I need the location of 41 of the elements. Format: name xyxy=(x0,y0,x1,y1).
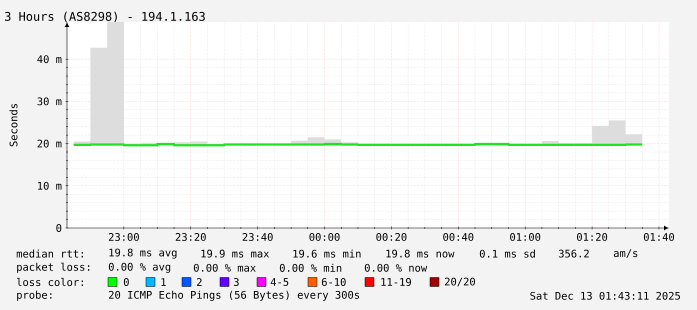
text: am/s xyxy=(614,249,638,258)
x-tick-label: 00:20 xyxy=(376,233,406,241)
text: 0.00 % now xyxy=(364,264,428,272)
x-tick-label: 01:20 xyxy=(577,233,608,241)
text: 356.2 xyxy=(558,250,589,258)
x-tick-label: 23:00 xyxy=(108,233,139,241)
x-tick-label: 23:40 xyxy=(242,233,273,241)
text: 0.00 % avg xyxy=(108,262,170,273)
y-tick-label: 10 m xyxy=(38,182,62,190)
text: median rtt: xyxy=(16,250,83,258)
x-tick-label: 00:40 xyxy=(443,233,474,241)
y-tick-label: 30 m xyxy=(37,97,62,106)
text: 0.1 ms sd xyxy=(480,250,535,258)
text: packet loss: xyxy=(17,262,90,273)
text: 6-10 xyxy=(322,278,346,286)
text: 0.00 % min xyxy=(280,264,342,272)
chart-title: 3 Hours (AS8298) - 194.1.163 xyxy=(4,12,205,22)
y-tick-label: 20 m xyxy=(38,140,62,148)
x-tick-label: 00:00 xyxy=(309,233,340,241)
text: 20 ICMP Echo Pings (56 Bytes) every 300s xyxy=(108,290,360,301)
text: 19.8 ms avg xyxy=(109,248,176,259)
y-axis-title: Seconds xyxy=(9,104,18,146)
text: 19.9 ms max xyxy=(201,250,270,258)
text: loss color: xyxy=(17,278,83,286)
text: 19.6 ms min xyxy=(293,250,361,258)
text: 11-19 xyxy=(381,278,411,286)
y-tick-label: 40 m xyxy=(37,55,62,64)
text: 19.8 ms now xyxy=(386,250,454,258)
text: 2 xyxy=(196,278,202,286)
x-tick-label: 01:00 xyxy=(510,233,540,241)
text: 4-5 xyxy=(270,278,288,286)
y-tick-label: 0 xyxy=(56,224,62,232)
text: 0 xyxy=(124,278,129,286)
text: probe: xyxy=(17,290,52,301)
text: 1 xyxy=(161,278,166,286)
text: 0.00 % max xyxy=(194,264,256,272)
text: 20/20 xyxy=(444,278,476,286)
x-tick-label: 01:40 xyxy=(644,233,674,241)
text: Sat Dec 13 01:43:11 2025 xyxy=(530,292,680,300)
x-tick-label: 23:20 xyxy=(176,233,206,241)
text: 3 xyxy=(234,278,239,286)
